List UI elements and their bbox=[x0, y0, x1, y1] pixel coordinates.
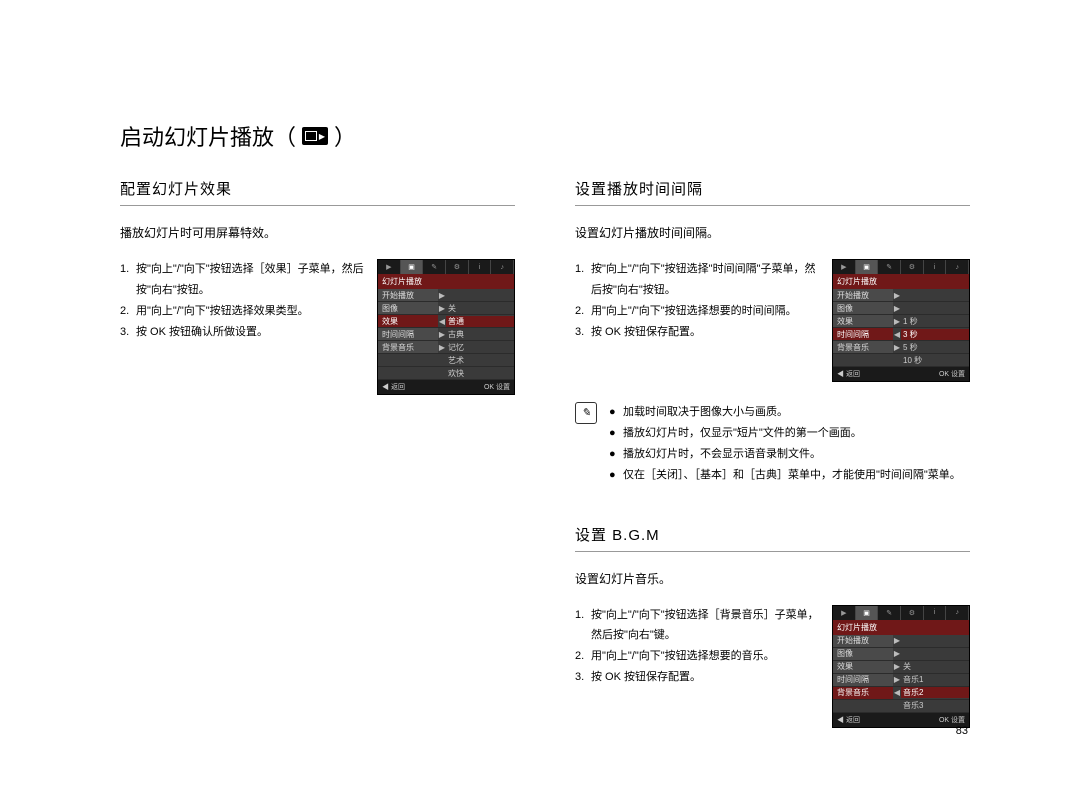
section-interval-title: 设置播放时间间隔 bbox=[575, 178, 970, 206]
section-interval-lead: 设置幻灯片播放时间间隔。 bbox=[575, 224, 970, 241]
section-effect-lead: 播放幻灯片时可用屏幕特效。 bbox=[120, 224, 515, 241]
section-bgm-title: 设置 B.G.M bbox=[575, 524, 970, 552]
slideshow-icon bbox=[302, 127, 328, 145]
note-icon: ✎ bbox=[575, 402, 597, 424]
page-number: 83 bbox=[956, 725, 968, 737]
lcd-interval: ▶▣✎⚙i♪幻灯片播放开始播放▶图像▶效果▶1 秒时间间隔◀3 秒背景音乐▶5 … bbox=[832, 259, 970, 382]
section-effect-title: 配置幻灯片效果 bbox=[120, 178, 515, 206]
page-title: 启动幻灯片播放（ ） bbox=[120, 120, 970, 152]
effect-steps: 1.按"向上"/"向下"按钮选择［效果］子菜单，然后按"向右"按钮。 2.用"向… bbox=[120, 259, 365, 343]
lcd-bgm: ▶▣✎⚙i♪幻灯片播放开始播放▶图像▶效果▶关时间间隔▶音乐1背景音乐◀音乐2音… bbox=[832, 605, 970, 728]
section-bgm-lead: 设置幻灯片音乐。 bbox=[575, 570, 970, 587]
title-suffix: ） bbox=[334, 120, 356, 152]
interval-steps: 1.按"向上"/"向下"按钮选择"时间间隔"子菜单，然后按"向右"按钮。 2.用… bbox=[575, 259, 820, 343]
interval-notes: ●加载时间取决于图像大小与画质。 ●播放幻灯片时，仅显示"短片"文件的第一个画面… bbox=[609, 402, 961, 486]
right-column: 设置播放时间间隔 设置幻灯片播放时间间隔。 1.按"向上"/"向下"按钮选择"时… bbox=[575, 178, 970, 766]
left-column: 配置幻灯片效果 播放幻灯片时可用屏幕特效。 1.按"向上"/"向下"按钮选择［效… bbox=[120, 178, 515, 766]
lcd-effect: ▶▣✎⚙i♪幻灯片播放开始播放▶图像▶关效果◀普通时间间隔▶古典背景音乐▶记忆艺… bbox=[377, 259, 515, 395]
bgm-steps: 1.按"向上"/"向下"按钮选择［背景音乐］子菜单，然后按"向右"键。 2.用"… bbox=[575, 605, 820, 689]
title-prefix: 启动幻灯片播放（ bbox=[120, 120, 296, 152]
